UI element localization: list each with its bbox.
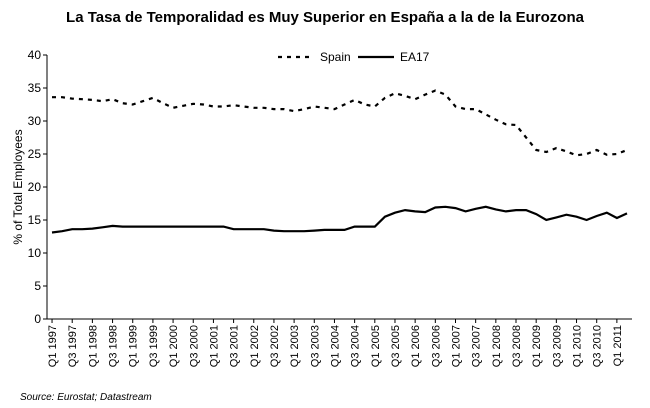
x-tick-label: Q1 2009 — [531, 325, 543, 367]
x-tick-label: Q3 1998 — [108, 325, 120, 367]
y-axis-label: % of Total Employees — [11, 129, 25, 244]
x-tick-label: Q3 2006 — [430, 325, 442, 367]
x-tick-label: Q3 2010 — [592, 325, 604, 367]
x-tick-label: Q1 1997 — [47, 325, 59, 367]
legend-label: EA17 — [400, 50, 430, 64]
x-tick-label: Q1 2000 — [168, 325, 180, 367]
series-line — [52, 89, 628, 157]
x-tick-label: Q1 2006 — [410, 325, 422, 367]
y-tick-label: 25 — [28, 147, 42, 161]
legend-label: Spain — [320, 50, 351, 64]
x-tick-label: Q3 2008 — [511, 325, 523, 367]
source-note: Source: Eurostat; Datastream — [20, 392, 152, 403]
x-tick-label: Q1 2003 — [289, 325, 301, 367]
x-tick-label: Q3 2003 — [309, 325, 321, 367]
y-tick-label: 15 — [28, 213, 42, 227]
y-tick-label: 20 — [28, 180, 42, 194]
x-tick-label: Q1 2005 — [370, 325, 382, 367]
x-tick-label: Q3 2002 — [269, 325, 281, 367]
x-tick-label: Q1 1999 — [128, 325, 140, 367]
x-tick-label: Q1 2008 — [491, 325, 503, 367]
x-tick-label: Q3 1997 — [67, 325, 79, 367]
x-tick-label: Q1 2007 — [450, 325, 462, 367]
x-tick-label: Q1 2001 — [208, 325, 220, 367]
y-tick-label: 30 — [28, 114, 42, 128]
x-tick-label: Q3 2000 — [188, 325, 200, 367]
y-tick-label: 0 — [34, 312, 41, 326]
x-tick-label: Q1 1998 — [87, 325, 99, 367]
series-line — [51, 205, 628, 234]
x-tick-label: Q3 2004 — [350, 325, 362, 367]
x-tick-label: Q1 2002 — [249, 325, 261, 367]
y-tick-label: 5 — [34, 279, 41, 293]
x-tick-label: Q1 2011 — [612, 325, 624, 366]
y-tick-label: 40 — [28, 48, 42, 62]
x-tick-label: Q1 2004 — [329, 325, 341, 367]
x-tick-label: Q3 1999 — [148, 325, 160, 367]
x-tick-label: Q3 2007 — [471, 325, 483, 367]
chart-title: La Tasa de Temporalidad es Muy Superior … — [66, 9, 585, 26]
y-tick-label: 35 — [28, 81, 42, 95]
y-tick-label: 10 — [28, 246, 42, 260]
x-tick-label: Q3 2001 — [229, 325, 241, 367]
x-tick-label: Q3 2005 — [390, 325, 402, 367]
x-tick-label: Q1 2010 — [572, 325, 584, 367]
x-tick-label: Q3 2009 — [551, 325, 563, 367]
